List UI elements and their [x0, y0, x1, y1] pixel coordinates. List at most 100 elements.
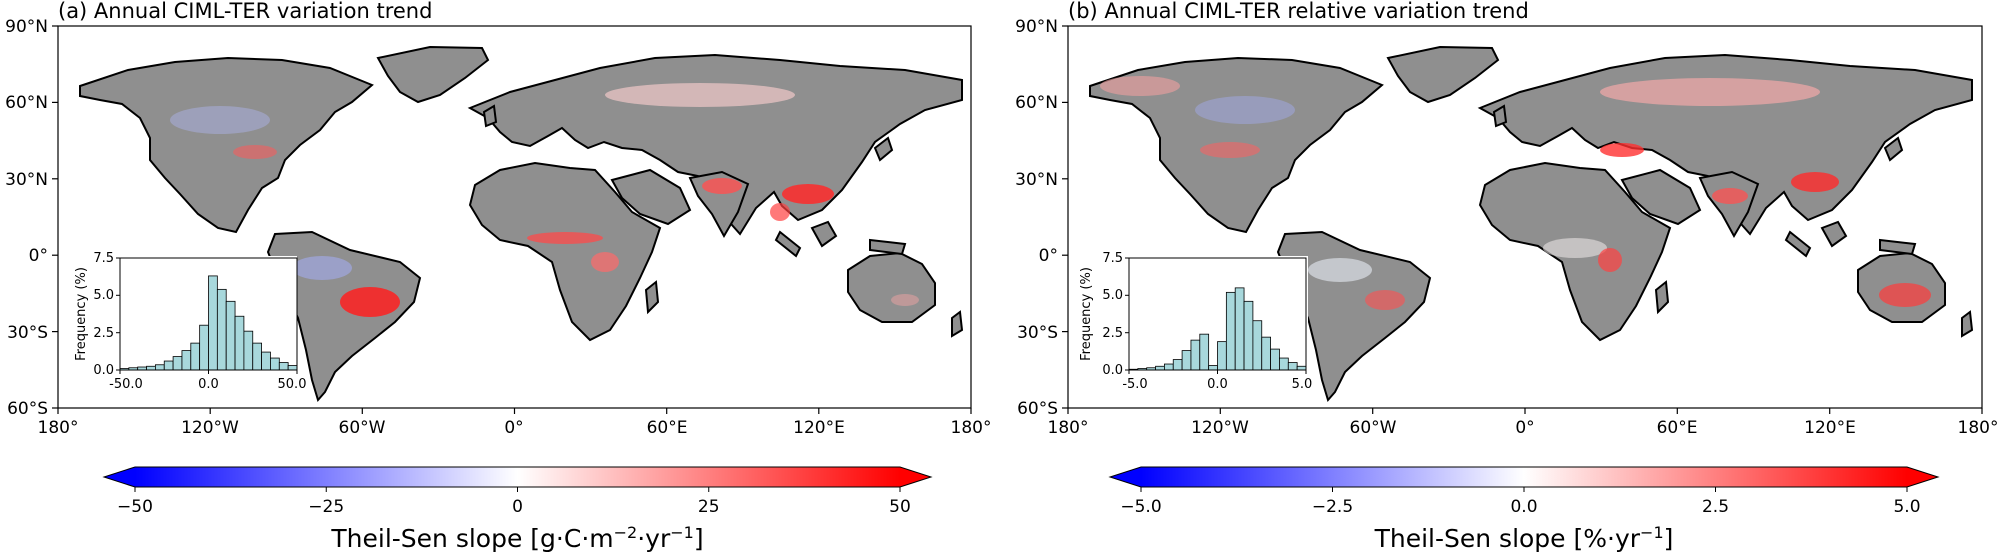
- panel-b-histogram-bar: [1287, 362, 1298, 371]
- panel-a-histogram-bar: [225, 300, 236, 371]
- panel-a-greenland: [376, 45, 490, 104]
- panel-a-histogram-bar: [190, 342, 201, 371]
- panel-a-histogram-bar: [234, 315, 245, 371]
- panel-a-hist-ytick: 0.0: [93, 363, 114, 378]
- panel-a-hist-xtick: -50.0: [109, 377, 143, 392]
- panel-b-madagascar: [1654, 280, 1670, 315]
- panel-b-colorbar-tick: 2.5: [1702, 497, 1729, 517]
- panel-b-trend-australia: [1879, 283, 1931, 307]
- panel-a-borneo: [810, 220, 838, 248]
- panel-a-histogram-bar: [172, 356, 183, 371]
- panel-b-lat-ticks: [1062, 25, 1068, 409]
- panel-a-lon-label: 120°W: [181, 418, 239, 438]
- panel-b-lon-label: 120°W: [1191, 418, 1249, 438]
- panel-b-trend-india: [1712, 188, 1748, 204]
- panel-b-lon-label: 180°: [1048, 418, 1089, 438]
- panel-b-colorbar-tick: −2.5: [1312, 497, 1353, 517]
- panel-a-colorbar-tick: −25: [308, 497, 344, 517]
- panel-a-lat-label: 90°N: [5, 17, 48, 37]
- panel-b-histogram-bar: [1164, 363, 1174, 371]
- panel-b-colorbar: −5.0 −2.5 0.0 2.5 5.0 Theil-Sen slope [%…: [1108, 466, 1940, 553]
- panel-a-histogram-bar: [208, 275, 218, 371]
- panel-a-north-america: [79, 56, 374, 234]
- panel-a-histogram-bar: [154, 364, 165, 371]
- panel-b-lon-label: 60°E: [1657, 418, 1698, 438]
- panel-a-colorbar-tick: 50: [889, 497, 911, 517]
- panel-b-trend-china: [1791, 172, 1839, 192]
- panel-b-histogram-bar: [1181, 350, 1192, 371]
- panel-b-trend-canada: [1195, 96, 1295, 124]
- panel-b-lon-label: 0°: [1515, 418, 1534, 438]
- panel-a-colorbar-tick: −50: [117, 497, 153, 517]
- panel-a-madagascar: [644, 280, 660, 315]
- panel-a-colorbar-tick: 0: [512, 497, 523, 517]
- panel-b: (b) Annual CIML-TER relative variation t…: [1015, 0, 1998, 553]
- panel-b-borneo: [1820, 220, 1848, 248]
- panel-a-histogram-bar: [181, 350, 192, 371]
- panel-b-lat-label: 90°N: [1015, 17, 1058, 37]
- panel-b-histogram-bar: [1208, 365, 1218, 371]
- panel-b-histogram-bar: [1217, 341, 1227, 371]
- panel-a-landmasses: [79, 45, 964, 403]
- panel-a-lon-label: 60°W: [339, 418, 386, 438]
- panel-a-colorbar-min-extend: [104, 467, 135, 487]
- panel-b-eurasia: [1477, 53, 1973, 236]
- panel-a-new-guinea: [869, 238, 907, 256]
- panel-a-histogram-bar: [287, 365, 298, 371]
- panel-a-new-zealand: [951, 310, 964, 338]
- panel-a-lat-ticks: [52, 25, 58, 409]
- panel-a-trend-east-africa: [591, 252, 619, 272]
- panel-b-histogram-bar: [1234, 287, 1245, 371]
- panel-b-colorbar-tick: 0.0: [1510, 497, 1537, 517]
- panel-a-trend-brazil: [340, 287, 400, 317]
- panel-b-histogram-bar: [1261, 336, 1272, 371]
- panel-b-hist-xtick: -5.0: [1122, 377, 1147, 392]
- panel-b-india: [1698, 170, 1760, 239]
- panel-b-colorbar-tick: 5.0: [1893, 497, 1920, 517]
- panel-a-hist-xtick: 0.0: [198, 377, 219, 392]
- panel-b-trend-us: [1200, 142, 1260, 158]
- panel-b-lat-label: 30°N: [1015, 170, 1058, 190]
- panel-b-uk: [1492, 104, 1508, 128]
- panel-a-trend-sahel: [527, 232, 603, 244]
- panel-a-lon-label: 180°: [38, 418, 79, 438]
- panel-b-inset-histogram: 7.5 5.0 2.5 0.0 -5.0 0.0 5.0 Frequency (…: [1078, 251, 1312, 392]
- panel-a-lat-label: 0°: [29, 246, 48, 266]
- panel-b-histogram-bar: [1172, 359, 1183, 371]
- panel-b-histogram-bar: [1252, 320, 1263, 371]
- panel-b-japan: [1883, 136, 1904, 162]
- panel-a-uk: [482, 104, 498, 128]
- panel-a-lon-label: 180°: [951, 418, 992, 438]
- panel-a-histogram-bar: [243, 330, 254, 371]
- panel-a-lon-label: 0°: [504, 418, 523, 438]
- panel-b-histogram-bar: [1270, 348, 1280, 371]
- panel-b-hist-ytick: 5.0: [1102, 288, 1123, 303]
- panel-b-trend-brazil: [1365, 290, 1405, 310]
- panel-b-hist-xtick: 0.0: [1207, 377, 1228, 392]
- panel-b-histogram-bar: [1243, 300, 1254, 371]
- panel-b-hist-ytick: 7.5: [1102, 251, 1123, 266]
- panel-a-lat-label: 30°N: [5, 170, 48, 190]
- panel-b-trend-russia: [1600, 78, 1820, 106]
- panel-a-title: (a) Annual CIML-TER variation trend: [58, 0, 432, 23]
- panel-b-histogram-bar: [1155, 365, 1165, 371]
- panel-a-trend-india: [702, 178, 742, 194]
- panel-b-histogram-bar: [1296, 365, 1307, 371]
- panel-a-histogram-bar: [252, 342, 263, 371]
- panel-a-lat-label: 60°S: [7, 399, 48, 419]
- panel-b-trend-east-africa: [1598, 248, 1622, 272]
- panel-b-trend-amazon: [1308, 258, 1372, 282]
- panel-b-histogram-bar: [1279, 357, 1289, 371]
- panel-a-hist-xtick: 50.0: [278, 377, 307, 392]
- panel-a-histogram-bars: [119, 275, 298, 371]
- panel-b-lat-label: 60°N: [1015, 93, 1058, 113]
- panel-a-lat-label: 60°N: [5, 93, 48, 113]
- panel-a-histogram-bar: [199, 324, 209, 371]
- panel-a-lon-label: 60°E: [647, 418, 688, 438]
- panel-b-colorbar-tick: −5.0: [1120, 497, 1161, 517]
- panel-a-colorbar-tick: 25: [698, 497, 720, 517]
- panel-a-hist-ylabel: Frequency (%): [74, 267, 89, 361]
- panel-b-new-guinea: [1879, 238, 1917, 256]
- panel-a-lon-ticks: [57, 408, 972, 414]
